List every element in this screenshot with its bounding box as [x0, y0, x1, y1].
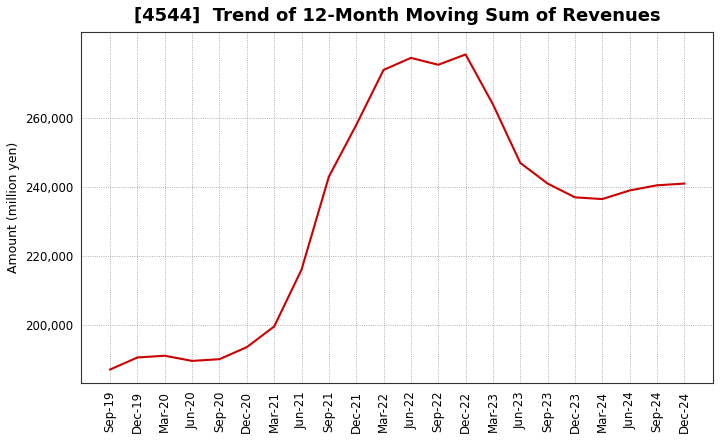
Title: [4544]  Trend of 12-Month Moving Sum of Revenues: [4544] Trend of 12-Month Moving Sum of R… [134, 7, 660, 25]
Y-axis label: Amount (million yen): Amount (million yen) [7, 142, 20, 273]
